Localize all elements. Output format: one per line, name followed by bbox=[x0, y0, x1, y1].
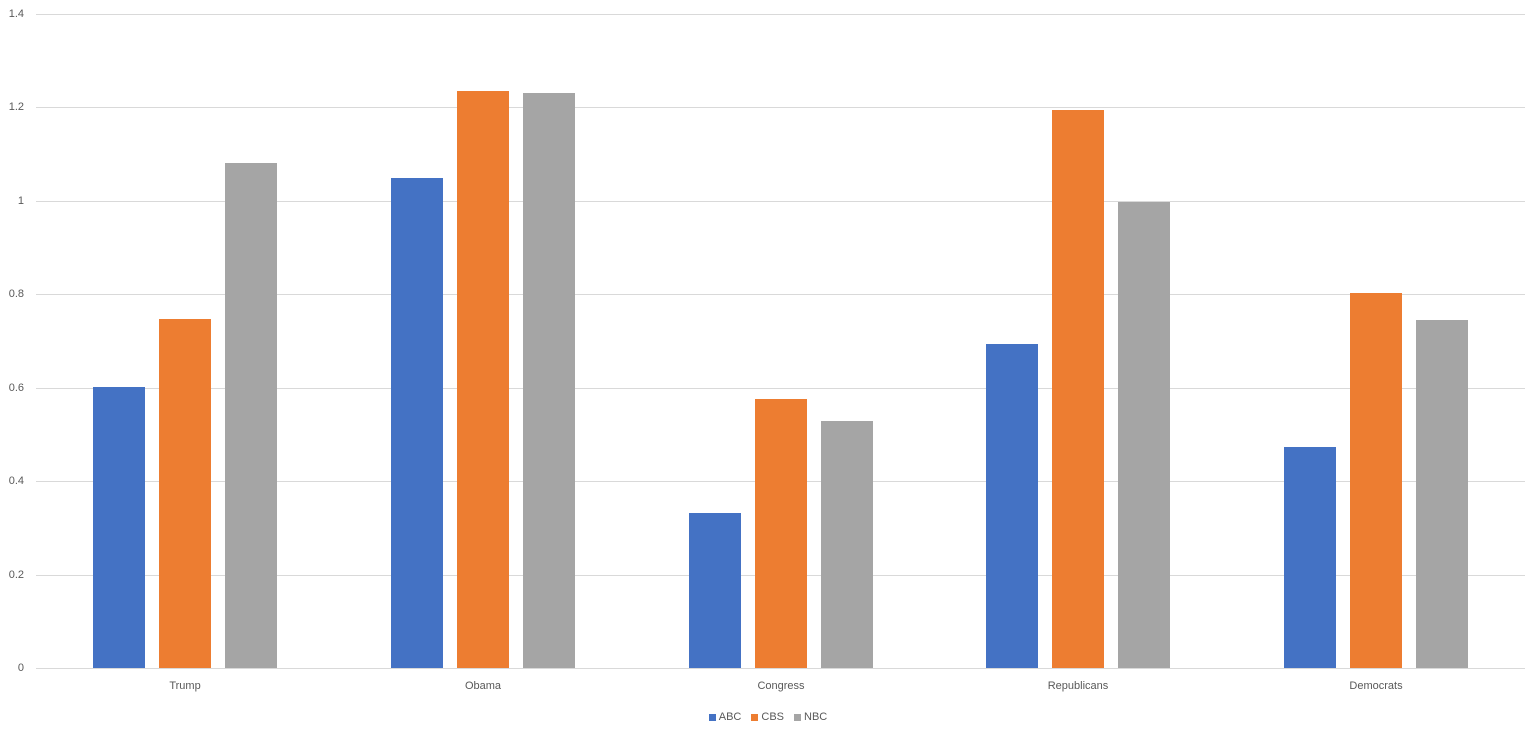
bar-abc-congress bbox=[689, 513, 741, 668]
y-tick-label: 0.8 bbox=[8, 288, 24, 300]
legend-swatch bbox=[794, 713, 801, 721]
y-tick-label: 0.6 bbox=[8, 382, 24, 394]
legend-label: CBS bbox=[761, 711, 784, 723]
bar-nbc-obama bbox=[523, 93, 575, 668]
y-tick-label: 0 bbox=[17, 662, 24, 674]
legend-label: NBC bbox=[804, 711, 828, 723]
gridline bbox=[36, 14, 1525, 15]
bar-cbs-obama bbox=[457, 91, 509, 668]
gridline bbox=[36, 668, 1525, 669]
bar-cbs-trump bbox=[159, 319, 211, 668]
y-tick-label: 0.2 bbox=[8, 569, 24, 581]
gridline bbox=[36, 388, 1525, 389]
x-tick-label: Democrats bbox=[1349, 680, 1403, 692]
bar-cbs-republicans bbox=[1052, 110, 1104, 668]
bar-nbc-democrats bbox=[1416, 320, 1468, 668]
bar-abc-trump bbox=[93, 387, 145, 668]
bar-nbc-trump bbox=[225, 163, 277, 668]
y-tick-label: 1.4 bbox=[8, 8, 24, 20]
gridline bbox=[36, 294, 1525, 295]
gridline bbox=[36, 107, 1525, 108]
bar-abc-republicans bbox=[986, 344, 1038, 668]
x-tick-label: Obama bbox=[464, 680, 502, 692]
bar-nbc-congress bbox=[821, 421, 873, 668]
x-tick-label: Republicans bbox=[1047, 680, 1109, 692]
bar-cbs-democrats bbox=[1350, 293, 1402, 668]
bar-abc-democrats bbox=[1284, 447, 1336, 668]
legend-item-abc: ABC bbox=[708, 711, 742, 723]
legend: ABC CBS NBC bbox=[0, 711, 1536, 723]
legend-label: ABC bbox=[718, 711, 742, 723]
gridline bbox=[36, 201, 1525, 202]
legend-swatch bbox=[708, 713, 716, 721]
x-tick-label: Congress bbox=[757, 680, 805, 692]
y-tick-label: 1.2 bbox=[8, 101, 24, 113]
x-tick-label: Trump bbox=[169, 680, 201, 692]
bar-nbc-republicans bbox=[1118, 202, 1170, 668]
legend-swatch bbox=[751, 713, 759, 721]
legend-item-nbc: NBC bbox=[794, 711, 827, 723]
y-tick-label: 1 bbox=[17, 195, 24, 207]
bar-cbs-congress bbox=[755, 399, 807, 668]
legend-item-cbs: CBS bbox=[751, 711, 784, 723]
y-tick-label: 0.4 bbox=[8, 475, 24, 487]
bar-abc-obama bbox=[391, 178, 443, 668]
